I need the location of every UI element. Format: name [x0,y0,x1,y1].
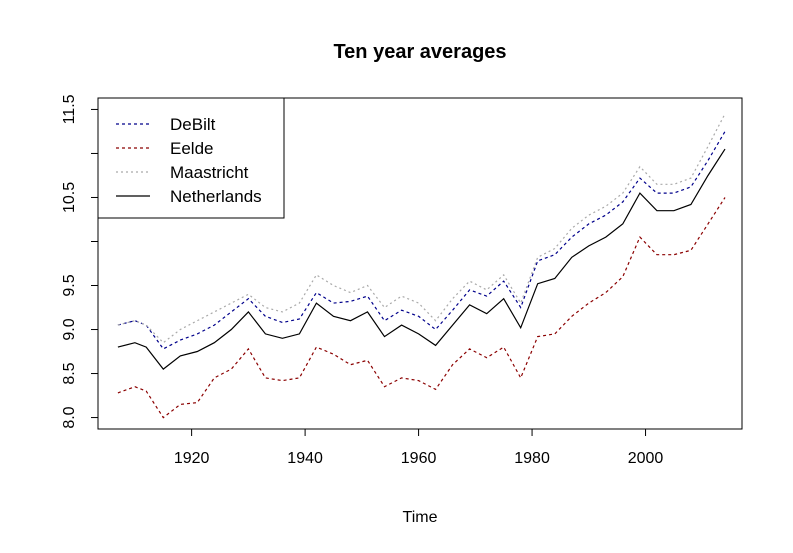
x-tick-label: 1940 [287,450,323,467]
x-tick-label: 1980 [514,450,550,467]
series-line-eelde [117,197,726,419]
series-line-netherlands [117,148,726,370]
legend: DeBilt Eelde Maastricht Netherlands [97,97,285,219]
y-tick-label: 8.0 [61,406,78,428]
legend-label-netherlands: Netherlands [170,187,262,206]
chart-title: Ten year averages [333,41,506,63]
y-axis: 8.0 8.5 9.0 9.5 10.5 11.5 [61,94,99,429]
x-tick-label: 2000 [628,450,664,467]
legend-label-maastricht: Maastricht [170,163,249,182]
legend-box [97,97,285,219]
y-tick-label: 8.5 [61,362,78,384]
series-line-debilt [117,131,726,350]
series-lines [117,113,726,419]
x-tick-label: 1960 [401,450,437,467]
y-tick-label: 10.5 [61,182,78,213]
x-axis: 1920 1940 1960 1980 2000 [174,428,664,467]
y-tick-label: 9.5 [61,274,78,296]
x-axis-label: Time [403,509,438,526]
x-tick-label: 1920 [174,450,210,467]
y-tick-label: 9.0 [61,318,78,340]
legend-label-debilt: DeBilt [170,115,216,134]
y-tick-label: 11.5 [61,94,78,124]
series-line-maastricht [117,113,726,344]
legend-label-eelde: Eelde [170,139,213,158]
